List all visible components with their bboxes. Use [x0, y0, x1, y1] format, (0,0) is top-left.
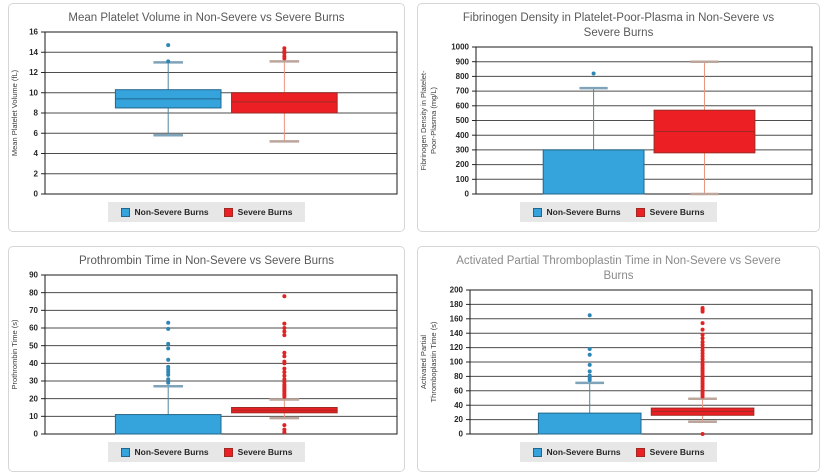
- svg-text:Fibrinogen Density in Platelet: Fibrinogen Density in Platelet-: [419, 70, 428, 171]
- svg-text:40: 40: [454, 401, 463, 410]
- svg-text:12: 12: [29, 68, 38, 77]
- legend-swatch-non-severe: [532, 207, 542, 217]
- svg-text:900: 900: [456, 57, 470, 66]
- legend-swatch-severe: [635, 447, 645, 457]
- boxplot-fibrinogen-density: 0 100 200 300 400 500 600 700 800 900 1000 Fibrinog…: [418, 42, 819, 202]
- legend: Non-Severe Burns Severe Burns: [107, 442, 306, 462]
- svg-text:10: 10: [29, 412, 38, 421]
- legend-label-severe: Severe Burns: [649, 447, 705, 457]
- svg-text:20: 20: [29, 394, 38, 403]
- legend-label-severe: Severe Burns: [237, 207, 293, 217]
- legend-label-non-severe: Non-Severe Burns: [134, 207, 209, 217]
- chart-panel-mean-platelet-volume: Mean Platelet Volume in Non-Severe vs Se…: [8, 3, 405, 232]
- svg-text:80: 80: [454, 372, 463, 381]
- legend-swatch-severe: [223, 207, 233, 217]
- svg-text:0: 0: [465, 190, 470, 199]
- legend-label-non-severe: Non-Severe Burns: [546, 447, 621, 457]
- legend-swatch-non-severe: [120, 207, 130, 217]
- svg-text:60: 60: [29, 324, 38, 333]
- svg-text:16: 16: [29, 28, 38, 37]
- legend-swatch-non-severe: [532, 447, 542, 457]
- legend-item-severe: Severe Burns: [635, 447, 705, 457]
- svg-text:200: 200: [450, 286, 464, 295]
- svg-text:6: 6: [34, 129, 39, 138]
- svg-text:20: 20: [454, 415, 463, 424]
- svg-text:120: 120: [450, 343, 464, 352]
- svg-text:14: 14: [29, 48, 38, 57]
- legend-label-severe: Severe Burns: [649, 207, 705, 217]
- legend-label-non-severe: Non-Severe Burns: [546, 207, 621, 217]
- svg-text:600: 600: [456, 101, 470, 110]
- svg-text:30: 30: [29, 377, 38, 386]
- legend-item-non-severe: Non-Severe Burns: [120, 207, 209, 217]
- svg-text:Mean Platelet Volume (fL): Mean Platelet Volume (fL): [10, 69, 19, 156]
- chart-panel-prothrombin-time: Prothrombin Time in Non-Severe vs Severe…: [8, 246, 405, 472]
- legend-item-non-severe: Non-Severe Burns: [120, 447, 209, 457]
- svg-text:400: 400: [456, 131, 470, 140]
- svg-text:80: 80: [29, 288, 38, 297]
- svg-text:60: 60: [454, 386, 463, 395]
- legend-item-severe: Severe Burns: [223, 207, 293, 217]
- svg-text:Prothrombin Time (s): Prothrombin Time (s): [10, 319, 19, 390]
- boxplot-aptt: 0 20 40 60 80 100 120 140 160 180 200 Activated Par…: [418, 285, 819, 442]
- svg-text:140: 140: [450, 329, 464, 338]
- svg-text:90: 90: [29, 271, 38, 280]
- svg-text:500: 500: [456, 116, 470, 125]
- svg-text:700: 700: [456, 87, 470, 96]
- svg-text:800: 800: [456, 72, 470, 81]
- svg-text:100: 100: [450, 358, 464, 367]
- legend-item-severe: Severe Burns: [223, 447, 293, 457]
- legend: Non-Severe Burns Severe Burns: [519, 202, 718, 222]
- svg-text:160: 160: [450, 314, 464, 323]
- svg-text:0: 0: [34, 190, 39, 199]
- chart-title: Fibrinogen Density in Platelet-Poor-Plas…: [462, 12, 775, 39]
- chart-title: Activated Partial Thromboplastin Time in…: [456, 255, 781, 282]
- legend-label-severe: Severe Burns: [237, 447, 293, 457]
- legend: Non-Severe Burns Severe Burns: [107, 202, 306, 222]
- svg-text:0: 0: [34, 430, 39, 439]
- chart-title: Prothrombin Time in Non-Severe vs Severe…: [78, 255, 335, 267]
- boxplot-mean-platelet-volume: 0 2 4 6 8 10 12 14 16 Mean Platelet Volume (fL): [9, 27, 404, 202]
- legend-swatch-non-severe: [120, 447, 130, 457]
- svg-text:10: 10: [29, 88, 38, 97]
- svg-text:Activated Partial: Activated Partial: [419, 334, 428, 389]
- svg-text:70: 70: [29, 306, 38, 315]
- legend-swatch-severe: [223, 447, 233, 457]
- svg-text:8: 8: [34, 109, 39, 118]
- svg-text:50: 50: [29, 341, 38, 350]
- svg-text:200: 200: [456, 160, 470, 169]
- svg-text:4: 4: [34, 149, 39, 158]
- legend-item-non-severe: Non-Severe Burns: [532, 207, 621, 217]
- legend-item-non-severe: Non-Severe Burns: [532, 447, 621, 457]
- chart-panel-aptt: Activated Partial Thromboplastin Time in…: [417, 246, 820, 472]
- legend-label-non-severe: Non-Severe Burns: [134, 447, 209, 457]
- svg-text:1000: 1000: [451, 43, 469, 52]
- svg-text:Poor-Plasma (mg/L): Poor-Plasma (mg/L): [429, 86, 438, 154]
- svg-text:Thromboplastin Time (s): Thromboplastin Time (s): [429, 321, 438, 402]
- svg-text:180: 180: [450, 300, 464, 309]
- legend-item-severe: Severe Burns: [635, 207, 705, 217]
- chart-panel-fibrinogen-density: Fibrinogen Density in Platelet-Poor-Plas…: [417, 3, 820, 232]
- svg-text:300: 300: [456, 145, 470, 154]
- chart-title: Mean Platelet Volume in Non-Severe vs Se…: [68, 12, 345, 24]
- svg-text:2: 2: [34, 169, 39, 178]
- svg-text:100: 100: [456, 175, 470, 184]
- boxplot-prothrombin-time: 0 10 20 30 40 50 60 70 80 90 Prothrombin Time (s): [9, 270, 404, 442]
- legend-swatch-severe: [635, 207, 645, 217]
- legend: Non-Severe Burns Severe Burns: [519, 442, 718, 462]
- svg-text:0: 0: [459, 430, 464, 439]
- svg-text:40: 40: [29, 359, 38, 368]
